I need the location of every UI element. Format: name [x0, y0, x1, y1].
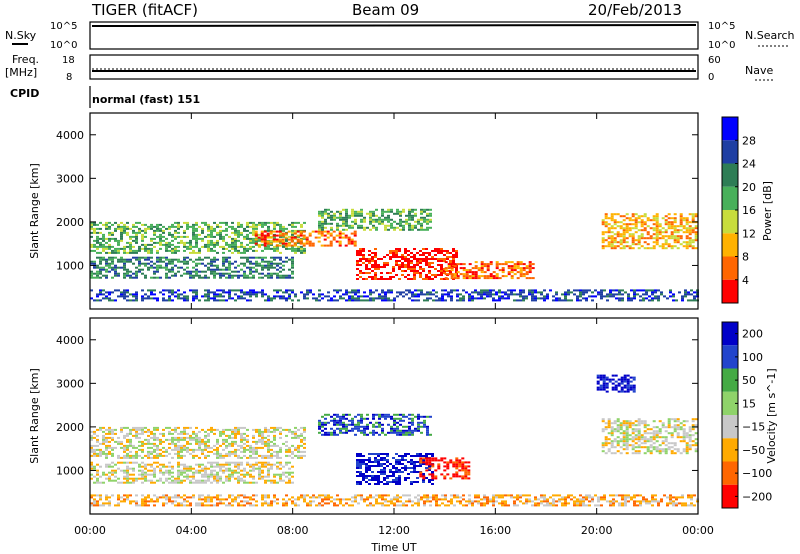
beam-title: Beam 09 — [352, 1, 419, 19]
date-title: 20/Feb/2013 — [588, 1, 682, 19]
velocity-ytick-label: 2000 — [56, 421, 84, 434]
power-colorbar-tick: 4 — [742, 274, 749, 287]
power-ytick-label: 3000 — [56, 172, 84, 185]
velocity-band — [419, 457, 471, 480]
power-ytick-label: 2000 — [56, 216, 84, 229]
velocity-colorbar-label: Velocity [m s^-1] — [765, 368, 778, 463]
freq-panel — [89, 54, 699, 80]
nsky-trace — [91, 24, 697, 27]
power-band — [356, 248, 458, 280]
power-colorbar-tick: 8 — [742, 251, 749, 264]
power-colorbar-swatch — [722, 140, 738, 164]
freq-tick-top: 18 — [62, 55, 75, 66]
power-band — [90, 289, 699, 302]
power-colorbar-tick: 16 — [742, 204, 756, 217]
time-x-axis: 00:00 04:00 08:00 12:00 16:00 20:00 00:00 — [74, 113, 714, 537]
nave-tick-bottom: 0 — [708, 72, 714, 83]
x-tick-label: 00:00 — [74, 524, 106, 537]
power-ytick-label: 4000 — [56, 129, 84, 142]
x-tick-label: 08:00 — [277, 524, 309, 537]
nsky-label: N.Sky — [5, 29, 37, 42]
velocity-band — [601, 418, 698, 455]
velocity-colorbar: 200 100 50 15 −15 −50 −100 −200 — [721, 321, 772, 509]
power-band — [444, 261, 535, 280]
nsearch-tick-bottom: 10^0 — [708, 40, 735, 51]
power-colorbar-swatch — [722, 186, 738, 211]
power-band — [254, 230, 357, 247]
velocity-colorbar-swatch — [722, 438, 738, 462]
freq-unit: [MHz] — [5, 66, 37, 79]
velocity-panel-frame — [89, 317, 699, 515]
velocity-colorbar-tick: −50 — [742, 444, 765, 457]
velocity-ytick-label: 4000 — [56, 334, 84, 347]
velocity-ytick-label: 1000 — [56, 464, 84, 477]
velocity-band — [90, 494, 699, 507]
velocity-heatmap — [90, 374, 699, 507]
velocity-colorbar-tick: 50 — [742, 374, 756, 387]
velocity-colorbar-swatch — [722, 391, 738, 416]
velocity-colorbar-swatch — [722, 484, 738, 509]
power-colorbar-swatch — [722, 256, 738, 280]
power-y-axis: 1000 2000 3000 4000 — [56, 129, 698, 272]
power-ytick-label: 1000 — [56, 259, 84, 272]
freq-tick-bottom: 8 — [66, 72, 72, 83]
power-band — [601, 213, 698, 250]
velocity-band — [596, 374, 636, 393]
power-colorbar-tick: 28 — [742, 134, 756, 147]
freq-label: Freq. — [12, 53, 39, 66]
cpid-text: normal (fast) 151 — [92, 93, 200, 106]
velocity-colorbar-swatch — [722, 345, 738, 369]
cpid-label: CPID — [10, 87, 39, 100]
nsky-tick-bottom: 10^0 — [50, 40, 77, 51]
x-tick-label: 12:00 — [378, 524, 410, 537]
velocity-band — [318, 413, 432, 436]
velocity-colorbar-tick: −200 — [742, 490, 772, 503]
power-colorbar-swatch — [722, 210, 738, 234]
velocity-colorbar-tick: −15 — [742, 421, 765, 434]
nsky-tick-top: 10^5 — [50, 21, 77, 32]
power-panel-frame — [89, 112, 699, 310]
velocity-band — [90, 426, 306, 459]
velocity-y-axis: 1000 2000 3000 4000 — [56, 334, 698, 477]
x-tick-label: 04:00 — [175, 524, 207, 537]
velocity-colorbar-tick: 200 — [742, 328, 763, 341]
velocity-colorbar-swatch — [722, 368, 738, 392]
velocity-colorbar-tick: −100 — [742, 467, 772, 480]
power-colorbar-swatch — [722, 117, 738, 141]
power-colorbar-tick: 24 — [742, 158, 756, 171]
nsearch-label: N.Search — [745, 29, 795, 42]
power-colorbar-label: Power [dB] — [761, 181, 774, 241]
power-ylabel: Slant Range [km] — [28, 163, 41, 259]
power-band — [90, 256, 294, 279]
power-colorbar-swatch — [722, 163, 738, 187]
velocity-colorbar-swatch — [722, 322, 738, 346]
nave-tick-top: 60 — [708, 55, 721, 66]
nave-label: Nave — [745, 64, 773, 77]
x-tick-label: 20:00 — [581, 524, 613, 537]
velocity-band — [90, 461, 294, 484]
x-tick-label: 16:00 — [479, 524, 511, 537]
velocity-colorbar-swatch — [722, 461, 738, 485]
velocity-ylabel: Slant Range [km] — [28, 368, 41, 464]
velocity-ytick-label: 3000 — [56, 377, 84, 390]
x-tick-label: 00:00 — [682, 524, 714, 537]
power-colorbar: 28 24 20 16 12 8 4 — [721, 116, 756, 304]
velocity-colorbar-swatch — [722, 415, 738, 439]
nsearch-tick-top: 10^5 — [708, 21, 735, 32]
x-axis-label: Time UT — [370, 541, 416, 554]
velocity-colorbar-tick: 15 — [742, 397, 756, 410]
power-colorbar-tick: 20 — [742, 181, 756, 194]
power-colorbar-swatch — [722, 279, 738, 304]
power-band — [90, 221, 306, 254]
power-colorbar-swatch — [722, 233, 738, 257]
power-heatmap — [90, 208, 699, 302]
velocity-colorbar-tick: 100 — [742, 351, 763, 364]
power-band — [318, 208, 432, 231]
power-colorbar-tick: 12 — [742, 227, 756, 240]
radar-title: TIGER (fitACF) — [91, 1, 198, 19]
